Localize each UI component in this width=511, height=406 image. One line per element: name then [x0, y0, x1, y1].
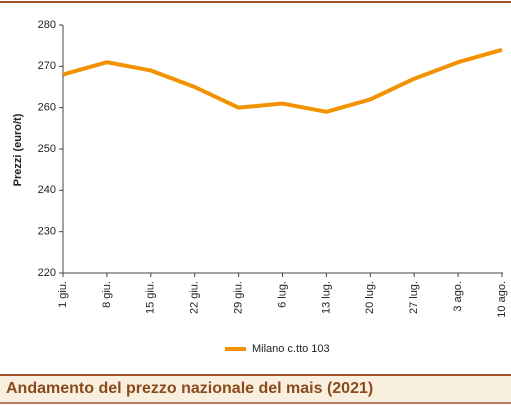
- data-line: [62, 47, 503, 114]
- legend-label: Milano c.tto 103: [252, 343, 330, 355]
- chart-title: Andamento del prezzo nazionale del mais …: [6, 380, 373, 397]
- y-tick-label: 220: [38, 267, 56, 279]
- x-tick-label: 20 lug.: [364, 281, 376, 314]
- x-tick-label: 6 lug.: [276, 281, 288, 308]
- y-tick-label: 270: [38, 60, 56, 72]
- x-tick-label: 10 ago.: [496, 281, 508, 318]
- y-tick-label: 230: [38, 226, 56, 238]
- x-tick-label: 27 lug.: [408, 281, 420, 314]
- x-tick-label: 13 lug.: [320, 281, 332, 314]
- y-tick-label: 240: [38, 184, 56, 196]
- x-tick-label: 3 ago.: [452, 281, 464, 312]
- x-tick-label: 29 giu.: [233, 281, 245, 314]
- x-tick-label: 15 giu.: [145, 281, 157, 314]
- x-tick-label: 8 giu.: [101, 281, 113, 308]
- caption-band: [0, 375, 511, 403]
- x-tick-label: 22 giu.: [189, 281, 201, 314]
- y-tick-label: 250: [38, 143, 56, 155]
- y-tick-label: 260: [38, 102, 56, 114]
- x-tick-label: 1 giu.: [57, 281, 69, 308]
- y-axis-label: Prezzi (euro/t): [12, 113, 24, 186]
- y-tick-label: 280: [38, 19, 56, 31]
